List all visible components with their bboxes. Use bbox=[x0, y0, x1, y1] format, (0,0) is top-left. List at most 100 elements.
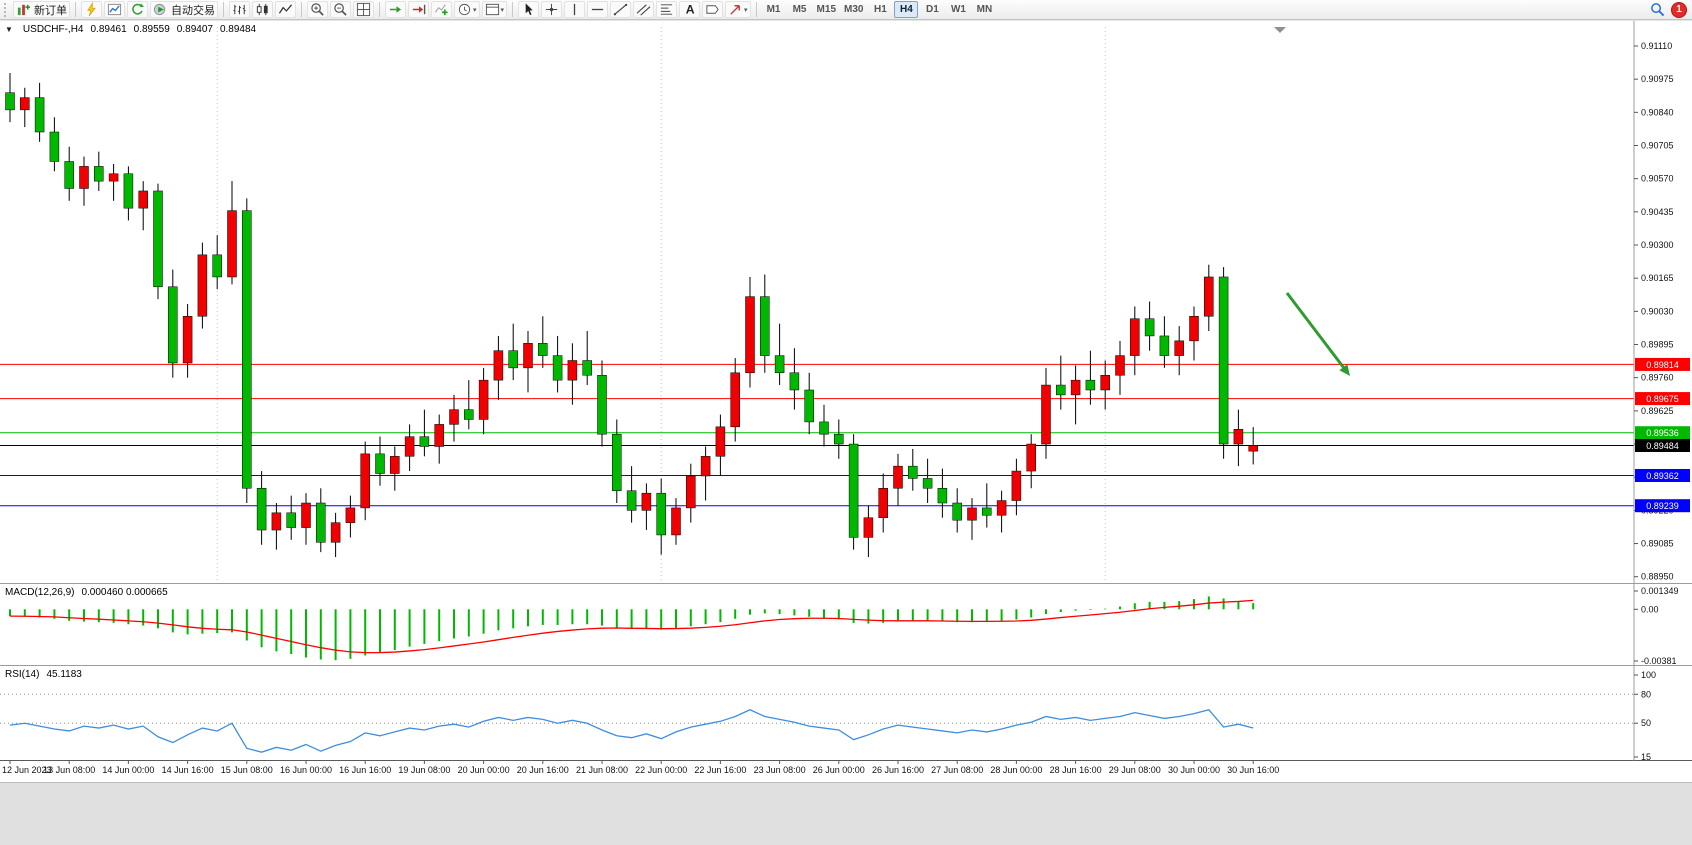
candle-body bbox=[212, 254, 222, 278]
candle-body bbox=[1189, 316, 1199, 342]
chart-shift-marker[interactable] bbox=[1274, 27, 1286, 33]
text-label-tool-button[interactable] bbox=[702, 1, 724, 18]
timeframe-m5-button[interactable]: M5 bbox=[792, 4, 807, 15]
timeframe-w1-button[interactable]: W1 bbox=[950, 4, 966, 15]
search-icon[interactable] bbox=[1650, 2, 1665, 17]
candle-body bbox=[1130, 318, 1140, 356]
tile-windows-button[interactable] bbox=[353, 1, 374, 18]
candle-body bbox=[567, 360, 578, 381]
toolbar-grip[interactable] bbox=[4, 2, 9, 17]
vertical-line-tool-button[interactable] bbox=[564, 1, 586, 18]
timeframe-h4-button[interactable]: H4 bbox=[894, 1, 919, 18]
cursor-tool-button[interactable] bbox=[518, 1, 540, 18]
price-tick-label: 0.90030 bbox=[1641, 306, 1674, 316]
candle-body bbox=[1011, 470, 1022, 501]
chart-canvas[interactable]: 0.91110 0.90975 0.90840 0.90705 0.90570 0.904… bbox=[0, 21, 1692, 782]
candle-body bbox=[5, 92, 15, 111]
candle-body bbox=[227, 210, 237, 278]
crosshair-tool-button[interactable] bbox=[541, 1, 563, 18]
templates-button[interactable]: ▾ bbox=[481, 1, 508, 18]
timeframe-m15-button[interactable]: M15 bbox=[816, 4, 836, 15]
notification-badge[interactable]: 1 bbox=[1671, 1, 1687, 18]
channel-tool-button[interactable] bbox=[633, 1, 655, 18]
timeframe-h1-button[interactable]: H1 bbox=[874, 4, 887, 15]
candle-body bbox=[656, 492, 666, 536]
time-axis-label: 21 Jun 08:00 bbox=[576, 765, 628, 775]
arrows-tool-button[interactable]: ▾ bbox=[725, 1, 751, 18]
fibonacci-icon bbox=[660, 4, 673, 15]
price-level-badge-label: 0.89362 bbox=[1646, 471, 1679, 481]
zoom-out-button[interactable] bbox=[330, 1, 351, 18]
candle-body bbox=[64, 161, 74, 189]
price-level-badge bbox=[1635, 439, 1690, 453]
one-click-trading-button[interactable]: ▼ bbox=[5, 25, 13, 34]
dropdown-caret-icon: ▾ bbox=[744, 6, 748, 14]
time-axis-label: 14 Jun 16:00 bbox=[162, 765, 214, 775]
time-axis-label: 29 Jun 08:00 bbox=[1109, 765, 1161, 775]
sell-arrow-head[interactable] bbox=[1339, 364, 1350, 376]
indicators-button[interactable] bbox=[431, 1, 452, 18]
bar-chart-mode-button[interactable] bbox=[229, 1, 250, 18]
candle-body bbox=[789, 372, 800, 391]
timeframe-mn-button[interactable]: MN bbox=[976, 4, 993, 15]
rsi-line bbox=[9, 708, 1254, 753]
tile-windows-icon bbox=[356, 2, 371, 17]
candle-body bbox=[316, 502, 326, 543]
zoom-in-button[interactable] bbox=[307, 1, 328, 18]
macd-signal-line bbox=[9, 599, 1254, 654]
autotrading-button[interactable]: 自动交易 bbox=[150, 1, 218, 18]
ohlc-low: 0.89407 bbox=[176, 24, 213, 35]
timeframe-d1-button[interactable]: D1 bbox=[926, 4, 939, 15]
trendline-tool-button[interactable] bbox=[610, 1, 632, 18]
metaeditor-button[interactable] bbox=[81, 1, 102, 18]
new-order-button[interactable]: 新订单 bbox=[13, 1, 70, 18]
timeframe-m1-button[interactable]: M1 bbox=[766, 4, 781, 15]
candle-body bbox=[893, 465, 903, 489]
new-chart-button[interactable] bbox=[104, 1, 125, 18]
candle-body bbox=[626, 490, 637, 511]
price-tick-label: 0.90840 bbox=[1641, 107, 1674, 117]
candle-body bbox=[242, 210, 252, 489]
candle-body bbox=[1085, 379, 1096, 391]
timeframe-m30-button[interactable]: M30 bbox=[844, 4, 864, 15]
toolbar-separator bbox=[301, 2, 302, 17]
candle-body bbox=[20, 97, 30, 111]
periods-button[interactable]: ▾ bbox=[454, 1, 480, 18]
toolbar-separator bbox=[512, 2, 514, 17]
indicators-plus-icon bbox=[435, 4, 448, 16]
candle-body bbox=[937, 488, 948, 504]
candle-body bbox=[182, 316, 193, 364]
time-axis-label: 16 Jun 00:00 bbox=[280, 765, 332, 775]
candle-body bbox=[1056, 384, 1066, 396]
chart-shift-button[interactable] bbox=[408, 1, 429, 18]
chart-symbol-period: USDCHF-,H4 bbox=[22, 24, 84, 35]
new-order-label: 新订单 bbox=[34, 4, 67, 17]
refresh-button[interactable] bbox=[127, 1, 148, 18]
candle-body bbox=[671, 507, 681, 536]
sell-arrow-object[interactable] bbox=[1285, 292, 1345, 369]
chart-window[interactable]: 0.91110 0.90975 0.90840 0.90705 0.90570 0.904… bbox=[0, 21, 1692, 782]
horizontal-line-tool-button[interactable] bbox=[587, 1, 609, 18]
text-tool-button[interactable]: A bbox=[679, 1, 701, 18]
auto-scroll-button[interactable] bbox=[385, 1, 406, 18]
price-level-badge bbox=[1635, 468, 1690, 482]
time-axis-label: 19 Jun 08:00 bbox=[398, 765, 450, 775]
time-axis-label: 26 Jun 16:00 bbox=[872, 765, 924, 775]
arrow-object-icon bbox=[730, 5, 740, 15]
candle-body bbox=[582, 360, 592, 376]
candle-body bbox=[153, 190, 163, 288]
candlestick-mode-button[interactable] bbox=[252, 1, 273, 18]
clock-icon bbox=[458, 3, 471, 16]
time-axis-label: 26 Jun 00:00 bbox=[813, 765, 865, 775]
price-tick-label: 0.89085 bbox=[1641, 539, 1674, 549]
price-level-badge-label: 0.89814 bbox=[1646, 360, 1679, 370]
time-axis-label: 23 Jun 08:00 bbox=[754, 765, 806, 775]
dropdown-caret-icon: ▾ bbox=[500, 6, 505, 14]
time-axis-label: 13 Jun 08:00 bbox=[43, 765, 95, 775]
price-level-badge bbox=[1635, 499, 1690, 513]
line-chart-mode-button[interactable] bbox=[275, 1, 296, 18]
time-axis-label: 30 Jun 00:00 bbox=[1168, 765, 1220, 775]
fibonacci-tool-button[interactable] bbox=[656, 1, 678, 18]
candle-body bbox=[404, 436, 415, 457]
candle-body bbox=[952, 502, 962, 521]
